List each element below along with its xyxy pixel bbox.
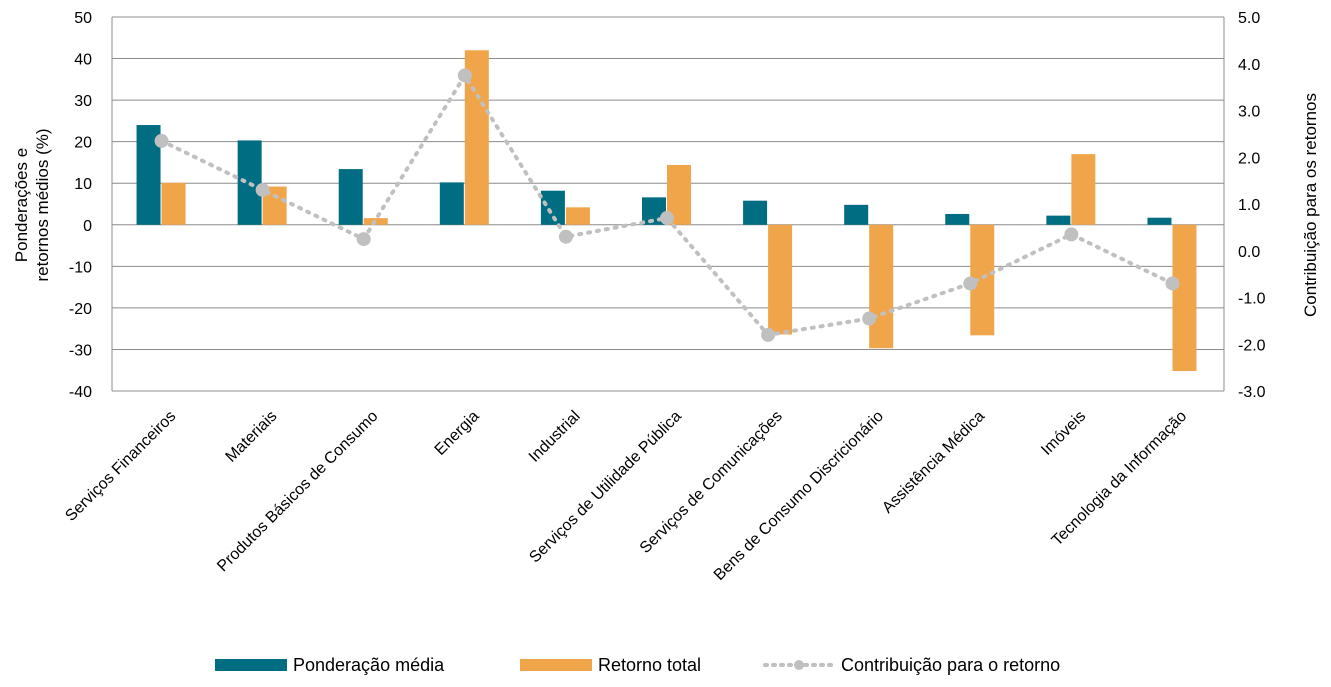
category-label: Assistência Médica <box>879 408 988 517</box>
left-axis-title-line1: Ponderações e <box>12 148 31 262</box>
bar-return <box>161 182 186 225</box>
contribution-point <box>963 276 978 291</box>
bar-return <box>768 224 793 335</box>
legend-label-return: Retorno total <box>598 654 702 675</box>
right-tick-label: 3.0 <box>1238 104 1260 121</box>
category-label: Produtos Básicos de Consumo <box>214 408 381 575</box>
right-tick-label: 4.0 <box>1238 57 1260 74</box>
left-tick-label: -30 <box>69 342 92 359</box>
contribution-point <box>761 327 776 342</box>
left-tick-label: -20 <box>69 301 92 318</box>
legend: Ponderação média Retorno total Contribui… <box>0 650 1331 680</box>
category-label: Industrial <box>526 408 584 466</box>
contribution-point <box>1064 227 1079 242</box>
bar-weight <box>338 169 363 225</box>
contribution-point <box>154 133 169 148</box>
legend-item-weight: Ponderação média <box>215 650 444 680</box>
left-axis-title-line2: retornos médios (%) <box>33 128 52 281</box>
chart: 50 40 30 20 10 0 -10 -20 -30 -40 5.0 4.0 3.0 2.0 1.0 0… <box>12 10 1320 584</box>
left-tick-label: 40 <box>74 52 92 69</box>
bar-weight <box>1046 215 1071 225</box>
left-tick-label: 30 <box>74 93 92 110</box>
left-tick-label: 10 <box>74 176 92 193</box>
left-tick-label: 50 <box>74 10 92 27</box>
bar-return <box>1172 224 1197 372</box>
bar-return <box>869 224 894 349</box>
bar-weight <box>945 213 970 225</box>
category-label: Energia <box>432 408 483 459</box>
contribution-point <box>558 229 573 244</box>
right-tick-label: 0.0 <box>1238 244 1260 261</box>
bars <box>136 50 1197 372</box>
contribution-point <box>1165 276 1180 291</box>
right-tick-label: -3.0 <box>1238 384 1266 401</box>
bar-weight <box>439 182 464 225</box>
category-label: Bens de Consumo Discricionário <box>711 408 887 584</box>
right-tick-label: 2.0 <box>1238 150 1260 167</box>
left-tick-label: -40 <box>69 384 92 401</box>
left-tick-label: 20 <box>74 135 92 152</box>
legend-item-return: Retorno total <box>520 650 701 680</box>
bar-weight <box>743 200 768 225</box>
right-tick-label: 5.0 <box>1238 10 1260 27</box>
left-tick-label: 0 <box>83 218 92 235</box>
bar-weight <box>844 204 869 225</box>
contribution-point <box>660 211 674 226</box>
category-label: Imóveis <box>1038 408 1089 459</box>
right-axis-title: Contribuição para os retornos <box>1301 93 1320 317</box>
right-tick-label: -2.0 <box>1238 337 1266 354</box>
contribution-point <box>356 232 371 247</box>
right-tick-label: 1.0 <box>1238 197 1260 214</box>
right-axis-ticks: 5.0 4.0 3.0 2.0 1.0 0.0 -1.0 -2.0 -3.0 <box>1238 10 1266 401</box>
bar-return <box>1071 154 1096 225</box>
bar-weight <box>1147 217 1172 225</box>
left-tick-label: -10 <box>69 259 92 276</box>
contribution-point <box>862 311 877 326</box>
legend-swatch-return <box>520 659 592 671</box>
legend-item-contribution: Contribuição para o retorno <box>763 650 1060 680</box>
right-tick-label: -1.0 <box>1238 291 1266 308</box>
category-label: Materiais <box>223 408 281 466</box>
legend-swatch-weight <box>215 659 287 671</box>
legend-label-contribution: Contribuição para o retorno <box>841 654 1061 675</box>
legend-label-weight: Ponderação média <box>293 654 445 675</box>
legend-swatch-contribution <box>763 660 835 670</box>
contribution-line <box>154 68 1180 342</box>
contribution-point <box>457 68 472 83</box>
left-axis-ticks: 50 40 30 20 10 0 -10 -20 -30 -40 <box>69 10 92 401</box>
contribution-point <box>255 182 270 197</box>
bar-return <box>565 207 590 225</box>
category-label: Serviços Financeiros <box>62 408 179 525</box>
